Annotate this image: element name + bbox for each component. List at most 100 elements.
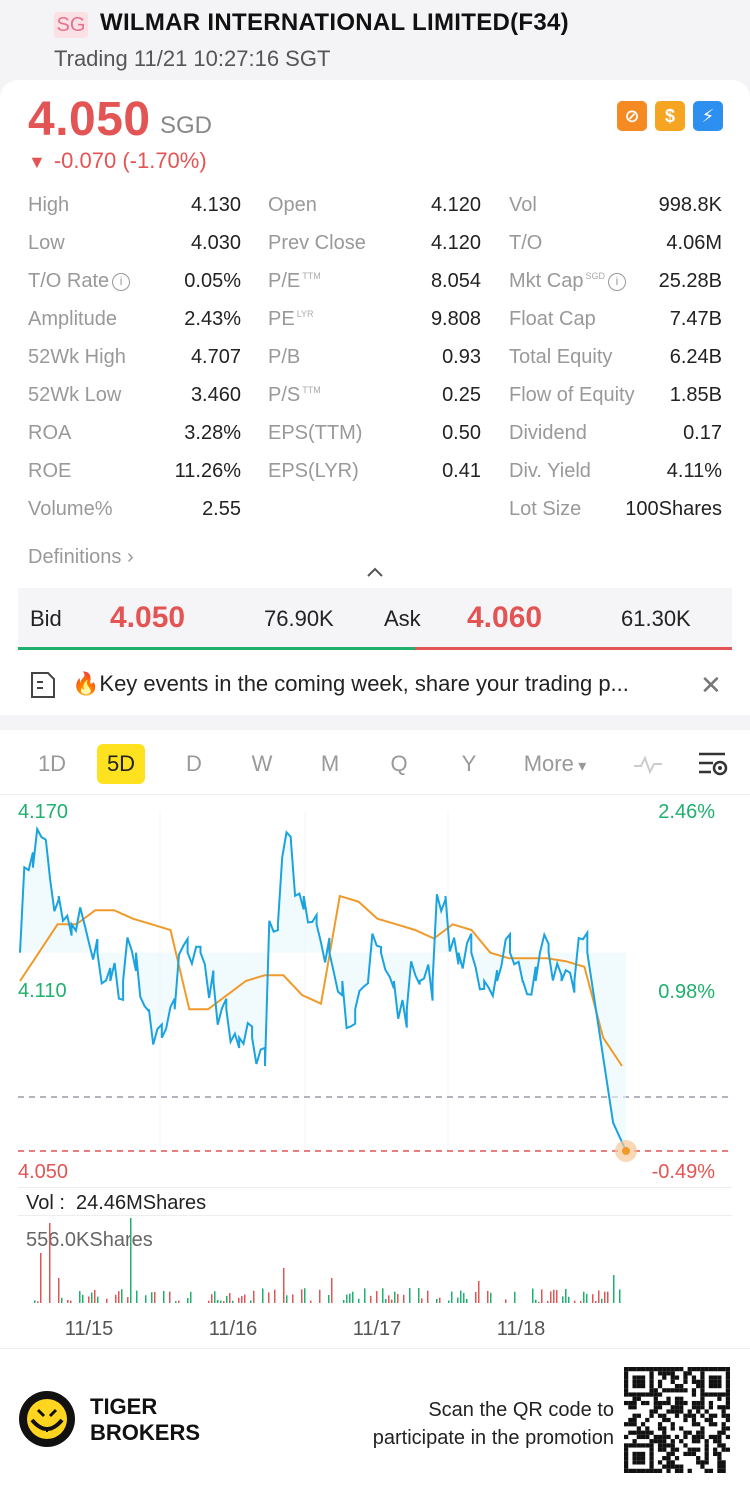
chart-settings-icon[interactable] (697, 749, 729, 779)
volume-bar (514, 1291, 516, 1303)
stat-label-text: High (28, 194, 70, 216)
stat-label-text: ROA (28, 422, 72, 444)
x-axis-label: 11/15 (65, 1318, 114, 1340)
tabs-divider (0, 794, 750, 795)
info-icon[interactable]: i (607, 273, 626, 291)
stats-row: ROE 11.26% EPS(LYR) 0.41 Div. Yield 4.11% (28, 454, 728, 492)
stat-value: 25.28B (658, 270, 722, 292)
stat-label-text: Volume% (28, 498, 113, 520)
lightning-icon[interactable]: ⚡ (693, 101, 723, 131)
volume-bar (229, 1293, 231, 1303)
stat-label-superscript: LYR (296, 309, 314, 320)
dollar-icon[interactable]: $ (655, 101, 685, 131)
stat-label: ROE (28, 460, 71, 483)
volume-bar (541, 1289, 543, 1303)
stat-value: 6.24B (669, 346, 722, 368)
tab-5d[interactable]: 5D (97, 744, 145, 784)
qr-code-icon[interactable] (624, 1367, 730, 1473)
volume-bar (214, 1291, 216, 1303)
volume-bar (49, 1223, 51, 1303)
stat-label: 52Wk Low (28, 384, 121, 407)
volume-bar (328, 1294, 330, 1303)
market-badge: SG (54, 12, 88, 38)
volume-bar (592, 1294, 594, 1303)
volume-bar (580, 1300, 582, 1303)
volume-bar (586, 1293, 588, 1303)
volume-bar (532, 1288, 534, 1303)
chevron-right-icon: › (126, 546, 134, 568)
stat-label: Mkt Cap SGD i (509, 270, 626, 293)
stat-label-text: Div. Yield (509, 460, 591, 482)
news-banner[interactable] (0, 655, 750, 715)
stat-label: Amplitude (28, 308, 117, 331)
stat-label: Volume% (28, 498, 113, 521)
volume-bar (61, 1297, 63, 1303)
volume-bar (250, 1300, 252, 1303)
close-icon[interactable]: ✕ (700, 670, 722, 700)
trading-status: Trading 11/21 10:27:16 SGT (54, 46, 331, 71)
volume-chart: 11/15 11/16 11/17 11/18 (34, 1218, 621, 1340)
info-icon[interactable]: i (112, 273, 131, 291)
volume-bar (466, 1298, 468, 1303)
tab-w[interactable]: W (238, 744, 286, 784)
stat-label-text: 52Wk Low (28, 384, 122, 406)
tab-label: More (523, 751, 574, 776)
indicator-wave-icon[interactable] (632, 752, 664, 776)
volume-bar (595, 1301, 597, 1303)
volume-bar (40, 1253, 42, 1303)
volume-bar (436, 1298, 438, 1303)
volume-bar (397, 1293, 399, 1303)
price-chart[interactable]: 4.170 4.110 4.050 2.46% 0.98% -0.49% (0, 795, 750, 1187)
y-axis-right-bottom-label: -0.49% (652, 1161, 716, 1183)
tab-d[interactable]: D (170, 744, 218, 784)
definitions-link[interactable]: Definitions › (28, 546, 134, 569)
news-text[interactable]: 🔥Key events in the coming week, share yo… (72, 671, 629, 696)
x-axis-label: 11/17 (353, 1318, 402, 1340)
bid-label: Bid (30, 606, 62, 631)
tab-more[interactable]: More ▾ (520, 744, 590, 784)
stat-value: 3.28% (184, 422, 241, 444)
volume-bar (208, 1300, 210, 1303)
tab-q[interactable]: Q (375, 744, 423, 784)
volume-bar (220, 1300, 222, 1303)
bid-ratio-bar (18, 647, 415, 650)
volume-bar (553, 1289, 555, 1303)
currency: SGD (160, 112, 213, 139)
volume-bar (385, 1298, 387, 1303)
stats-row: Low 4.030 Prev Close 4.120 T/O 4.06M (28, 226, 728, 264)
volume-bar (352, 1291, 354, 1303)
volume-bar (619, 1289, 621, 1303)
volume-bar (388, 1295, 390, 1303)
ask-size: 61.30K (621, 606, 691, 631)
stat-label: P/B (268, 346, 300, 369)
volume-max-label: 556.0KShares (26, 1229, 153, 1251)
volume-total: 24.46MShares (76, 1192, 207, 1214)
volume-bar (418, 1288, 420, 1303)
volume-bar (550, 1291, 552, 1303)
collapse-caret-icon[interactable] (366, 566, 384, 578)
volume-bar (127, 1297, 129, 1303)
volume-bar (460, 1290, 462, 1303)
volume-bar (268, 1292, 270, 1303)
x-axis-label: 11/16 (209, 1318, 258, 1340)
stats-row: Volume% 2.55 Lot Size 100Shares (28, 492, 728, 530)
stat-value: 4.06M (666, 232, 722, 254)
volume-bar (67, 1299, 69, 1303)
stat-label: Div. Yield (509, 460, 591, 483)
volume-bar (457, 1297, 459, 1303)
stat-value: 0.25 (442, 384, 481, 406)
stat-label: Flow of Equity (509, 384, 635, 407)
y-axis-right-top-label: 2.46% (658, 801, 715, 823)
ask-price: 4.060 (467, 601, 543, 634)
stat-value: 8.054 (430, 270, 481, 292)
stat-label-text: Total Equity (509, 346, 613, 368)
no-margin-icon[interactable]: ⊘ (617, 101, 647, 131)
volume-bar (292, 1294, 294, 1303)
tab-m[interactable]: M (306, 744, 354, 784)
stat-label-text: EPS(TTM) (268, 422, 363, 444)
stat-label-text: Low (28, 232, 65, 254)
volume-bar (286, 1295, 288, 1303)
tab-y[interactable]: Y (445, 744, 493, 784)
volume-bar (409, 1288, 411, 1303)
tab-1d[interactable]: 1D (28, 744, 76, 784)
